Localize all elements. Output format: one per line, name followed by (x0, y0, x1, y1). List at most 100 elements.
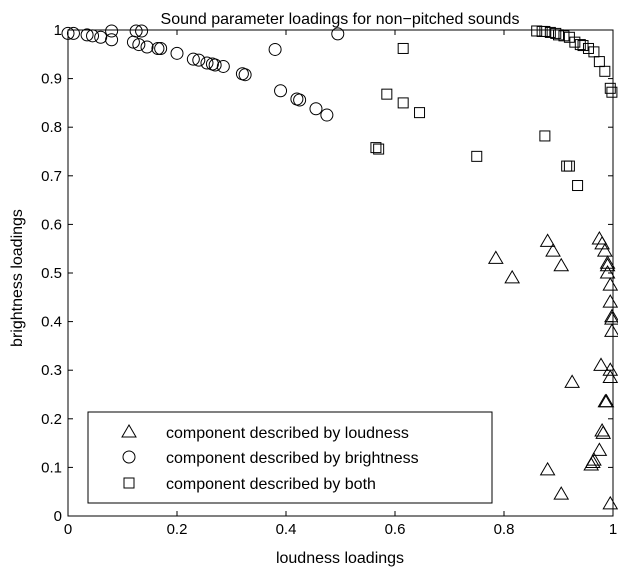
triangle-marker (597, 393, 614, 408)
circle-marker (309, 102, 323, 116)
triangle-marker (602, 369, 618, 383)
circle-marker (132, 38, 146, 52)
circle-marker (66, 26, 80, 40)
y-tick-label: 0.2 (41, 411, 62, 428)
circle-marker (331, 27, 345, 41)
legend-label: component described by loudness (166, 425, 409, 442)
x-tick-label: 0.4 (276, 521, 297, 538)
circle-marker (105, 33, 119, 47)
square-marker (414, 107, 426, 119)
triangle-marker (604, 308, 618, 323)
square-marker (593, 56, 605, 68)
y-tick-label: 0 (54, 508, 62, 525)
triangle-marker (553, 486, 570, 500)
triangle-marker (545, 243, 561, 257)
square-marker (572, 180, 584, 192)
x-tick-label: 0 (64, 521, 72, 538)
circle-marker (274, 84, 288, 98)
legend-box (87, 411, 493, 504)
y-tick-label: 0.4 (41, 314, 62, 331)
square-marker (397, 97, 409, 109)
circle-marker (61, 26, 75, 40)
x-tick-label: 1 (609, 521, 617, 538)
legend-label: component described by brightness (166, 450, 419, 467)
circle-marker (140, 40, 154, 54)
y-tick-label: 1 (54, 22, 62, 39)
triangle-marker (599, 255, 616, 269)
circle-marker (129, 24, 143, 38)
square-marker (381, 88, 393, 100)
circle-marker (268, 42, 282, 56)
triangle-marker (539, 461, 556, 476)
triangle-marker (596, 243, 613, 257)
triangle-marker (602, 294, 618, 308)
triangle-marker (553, 257, 570, 272)
triangle-marker (604, 323, 618, 337)
square-marker (606, 86, 618, 98)
triangle-marker (599, 257, 616, 272)
triangle-marker (595, 425, 612, 439)
square-marker (604, 82, 616, 94)
y-tick-label: 0.7 (41, 168, 62, 185)
legend-circle-marker (122, 450, 136, 464)
circle-marker (186, 52, 200, 66)
axis-ticks: 0 0.2 0.4 0.6 0.8 1 0 0.1 0.2 0.3 0.4 0.5 0.6 0.7 0.8 0… (41, 22, 617, 538)
square-marker (471, 150, 483, 162)
y-tick-label: 0.9 (41, 71, 62, 88)
x-tick-label: 0.2 (167, 521, 188, 538)
square-marker (370, 142, 382, 154)
circle-marker (94, 30, 108, 44)
data-markers (61, 24, 618, 510)
y-tick-label: 0.5 (41, 265, 62, 282)
y-tick-label: 0.6 (41, 216, 62, 233)
square-marker (599, 65, 611, 77)
triangle-marker (584, 454, 601, 469)
triangle-marker (583, 456, 600, 471)
y-tick-label: 0.1 (41, 459, 62, 476)
x-tick-label: 0.8 (494, 521, 515, 538)
x-tick-label: 0.6 (385, 521, 406, 538)
square-marker (574, 39, 586, 51)
circle-marker (126, 35, 140, 49)
square-marker (563, 160, 575, 172)
square-marker (561, 160, 573, 172)
triangle-marker (602, 277, 618, 291)
y-tick-label: 0.8 (41, 119, 62, 136)
x-axis-title: loudness loadings (276, 550, 404, 567)
triangle-marker (539, 233, 556, 247)
square-marker (550, 27, 562, 39)
square-marker (397, 42, 409, 54)
circle-marker (238, 68, 252, 82)
circle-marker (192, 53, 206, 67)
circle-marker (151, 41, 165, 55)
square-marker (539, 130, 551, 142)
y-axis-title: brightness loadings (9, 209, 26, 347)
legend: component described by loudness component… (87, 411, 493, 504)
square-marker (373, 143, 385, 155)
circle-marker (80, 28, 94, 42)
circle-marker (154, 41, 168, 55)
y-tick-label: 0.3 (41, 362, 62, 379)
triangle-marker (504, 269, 521, 284)
triangle-marker (599, 265, 616, 279)
triangle-marker (602, 495, 618, 510)
circle-marker (200, 56, 214, 70)
chart-title: Sound parameter loadings for non−pitched… (161, 11, 520, 28)
legend-square-marker (123, 477, 135, 489)
triangle-marker (594, 422, 610, 437)
triangle-marker (593, 357, 609, 371)
triangle-marker (564, 374, 580, 388)
circle-marker (320, 108, 334, 122)
circle-marker (105, 24, 119, 38)
triangle-marker (487, 250, 504, 264)
circle-marker (86, 29, 100, 43)
circle-marker (208, 58, 222, 72)
triangle-marker (591, 442, 608, 456)
circle-marker (135, 24, 149, 38)
circle-marker (293, 93, 307, 107)
circle-marker (170, 46, 184, 60)
legend-label: component described by both (166, 476, 376, 493)
circle-marker (216, 59, 230, 73)
triangle-marker (602, 362, 618, 376)
